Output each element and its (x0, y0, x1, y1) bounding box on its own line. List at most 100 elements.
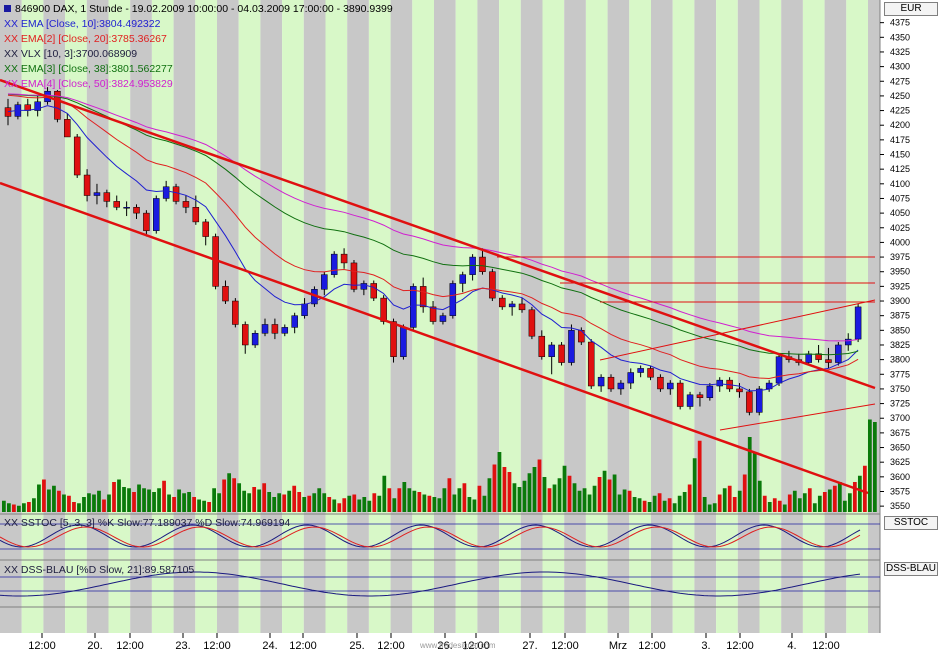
volume-bar (27, 502, 31, 512)
volume-bar (147, 489, 151, 512)
sstoc-k-line (0, 524, 861, 548)
volume-bar (562, 465, 567, 512)
legend-ema38: XX EMA[3] [Close, 38]:3801.562277 (4, 63, 173, 75)
session-band (759, 0, 782, 633)
volume-bar (662, 500, 667, 512)
session-band (347, 0, 369, 633)
watermark: www.tradesignal.com (420, 641, 496, 650)
symbol-line: 846900 DAX, 1 Stunde - 19.02.2009 10:00:… (4, 2, 393, 17)
bull-candle (34, 101, 41, 111)
y-tick-label: 4375 (890, 18, 910, 28)
volume-bar (522, 480, 527, 512)
volume-bar (102, 499, 106, 512)
volume-bar (167, 494, 171, 512)
session-band (542, 0, 565, 633)
session-band (325, 0, 348, 633)
volume-bar (732, 497, 737, 512)
dss-line (0, 571, 861, 597)
bear-candle (815, 353, 822, 360)
volume-bar (367, 500, 372, 512)
volume-bar (532, 467, 537, 512)
sstoc-caption: SSTOC (884, 516, 938, 530)
volume-bar (377, 495, 382, 512)
x-tick-label: 20. (87, 640, 102, 651)
volume-bar (797, 498, 802, 512)
volume-bar (867, 419, 872, 512)
x-tick-label: 24. (262, 640, 277, 651)
volume-bar (597, 477, 602, 512)
legend-ema10: XX EMA [Close, 10]:3804.492322 (4, 18, 161, 30)
channel-lower-line (0, 181, 869, 495)
volume-bar (47, 489, 51, 512)
volume-bar (412, 490, 417, 512)
y-tick-label: 4125 (890, 164, 910, 174)
session-band (65, 0, 87, 633)
session-band (629, 0, 651, 633)
volume-bar (317, 488, 322, 512)
x-tick-label: 23. (175, 640, 190, 651)
volume-bar (587, 494, 592, 512)
volume-bar (837, 482, 842, 512)
volume-bar (382, 475, 387, 512)
volume-bar (727, 485, 732, 512)
y-tick-label: 4025 (890, 223, 910, 233)
session-band (390, 0, 413, 633)
dss-caption: DSS-BLAU (884, 562, 938, 576)
volume-bar (782, 504, 787, 512)
y-tick-label: 3975 (890, 252, 910, 262)
volume-bar (292, 485, 297, 512)
volume-bar (282, 494, 287, 512)
session-band (0, 0, 22, 633)
bear-candle (528, 309, 536, 337)
volume-bar (227, 473, 232, 512)
volume-bar (237, 483, 242, 512)
volume-bar (222, 479, 227, 512)
y-tick-label: 3900 (890, 296, 910, 306)
volume-bar (387, 488, 392, 512)
bull-candle (281, 327, 289, 334)
volume-bar (457, 488, 462, 512)
volume-bar (32, 498, 36, 512)
y-tick-label: 3825 (890, 340, 910, 350)
volume-bar (257, 489, 262, 512)
volume-bar (57, 490, 61, 512)
session-band (368, 0, 391, 633)
volume-bar (462, 483, 467, 512)
volume-bar (487, 478, 492, 512)
volume-bar (512, 483, 517, 512)
dss-legend: XX DSS-BLAU [%D Slow, 21]:89.587105 (4, 564, 195, 576)
volume-bar (547, 488, 552, 512)
volume-bar (7, 503, 11, 512)
volume-bar (77, 503, 81, 512)
volume-bar (157, 488, 161, 512)
x-tick-label: 4. (787, 640, 796, 651)
volume-bar (352, 494, 357, 512)
volume-bar (497, 452, 502, 512)
volume-bar (477, 485, 482, 512)
volume-bar (312, 493, 317, 512)
bear-candle (241, 324, 249, 346)
volume-bar (437, 498, 442, 512)
session-band (238, 0, 261, 633)
y-tick-label: 4050 (890, 208, 910, 218)
volume-bar (722, 488, 727, 512)
y-tick-label: 3700 (890, 413, 910, 423)
session-band (672, 0, 695, 633)
bull-candle (301, 303, 308, 316)
bear-candle (607, 376, 615, 390)
volume-bar (542, 477, 547, 512)
volume-bar (567, 475, 572, 512)
y-tick-label: 3800 (890, 355, 910, 365)
bull-candle (123, 207, 130, 209)
bear-candle (4, 107, 12, 117)
legend-ema50: XX EMA[4] [Close, 50]:3824.953829 (4, 78, 173, 90)
volume-bar (82, 497, 86, 512)
session-band (716, 0, 738, 633)
volume-bar (677, 495, 682, 512)
y-tick-label: 3875 (890, 311, 910, 321)
volume-bar (577, 490, 582, 512)
session-band (694, 0, 717, 633)
volume-bar (802, 493, 807, 512)
volume-bar (417, 492, 422, 512)
